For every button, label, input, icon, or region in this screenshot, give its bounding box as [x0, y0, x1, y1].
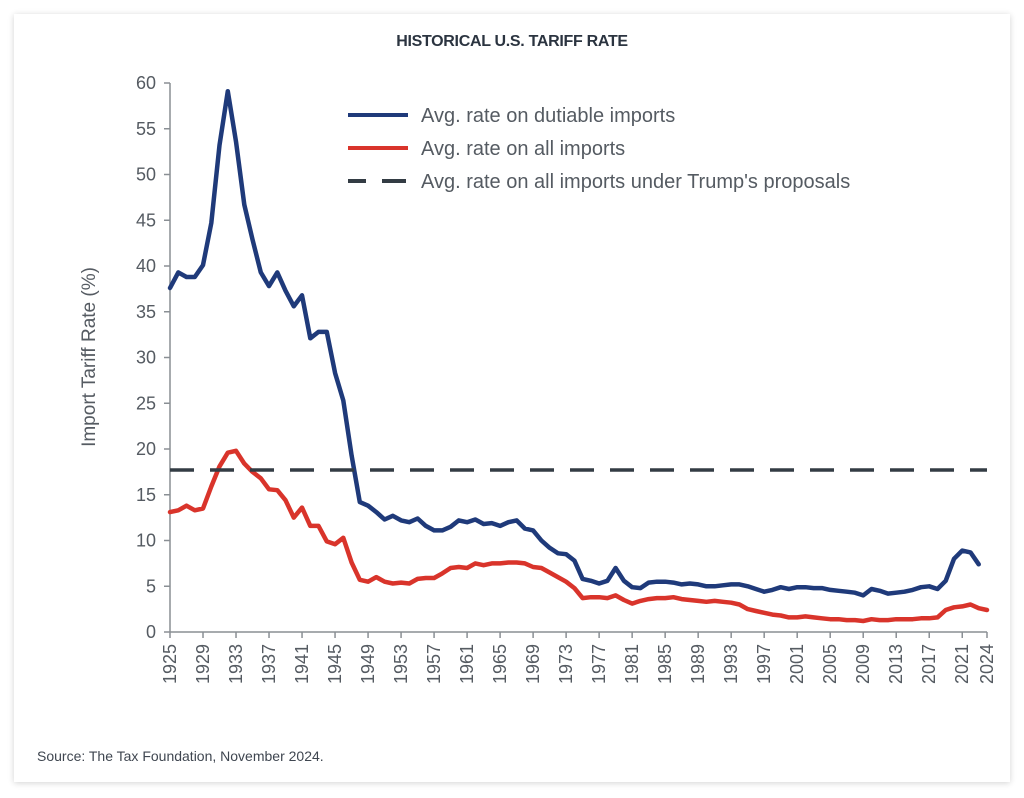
y-tick-label: 0 — [146, 622, 156, 642]
x-tick-label: 1929 — [193, 644, 213, 684]
series-layer — [167, 88, 990, 624]
x-tick-label: 1941 — [292, 644, 312, 684]
x-tick-label: 1945 — [325, 644, 345, 684]
x-tick-label: 1993 — [721, 644, 741, 684]
x-tick-label: 1953 — [391, 644, 411, 684]
y-tick-label: 45 — [136, 210, 156, 230]
x-tick-label: 1937 — [259, 644, 279, 684]
x-tick-label: 1933 — [226, 644, 246, 684]
y-tick-label: 5 — [146, 576, 156, 596]
legend-label-2: Avg. rate on all imports under Trump's p… — [421, 171, 850, 193]
x-tick-label: 2001 — [787, 644, 807, 684]
x-tick-label: 1985 — [655, 644, 675, 684]
y-axis-label: Import Tariff Rate (%) — [79, 267, 100, 447]
chart-card — [14, 14, 1010, 782]
y-tick-label: 10 — [136, 531, 156, 551]
y-tick-label: 30 — [136, 348, 156, 368]
x-tick-label: 1949 — [358, 644, 378, 684]
x-tick-label: 1981 — [622, 644, 642, 684]
legend: Avg. rate on dutiable imports Avg. rate o… — [348, 105, 850, 193]
y-tick-label: 15 — [136, 485, 156, 505]
x-tick-label: 1977 — [589, 644, 609, 684]
y-tick-label: 60 — [136, 73, 156, 93]
x-tick-label: 1989 — [688, 644, 708, 684]
y-tick-label: 25 — [136, 393, 156, 413]
x-tick-label: 2017 — [919, 644, 939, 684]
x-tick-label: 2021 — [952, 644, 972, 684]
x-tick-label: 1957 — [424, 644, 444, 684]
series-line-0 — [167, 88, 981, 598]
source-note: Source: The Tax Foundation, November 202… — [37, 748, 324, 764]
series-line-1 — [167, 448, 990, 624]
axes: 0 5 10 15 20 25 30 35 40 45 50 55 60 1925 1929 1933 1937… — [136, 73, 997, 684]
x-tick-label: 2005 — [820, 644, 840, 684]
y-tick-label: 55 — [136, 119, 156, 139]
x-tick-label: 1925 — [160, 644, 180, 684]
y-tick-label: 20 — [136, 439, 156, 459]
x-tick-label: 1969 — [523, 644, 543, 684]
x-tick-label: 1961 — [457, 644, 477, 684]
y-tick-label: 40 — [136, 256, 156, 276]
x-tick-label: 1965 — [490, 644, 510, 684]
x-tick-label: 1973 — [556, 644, 576, 684]
x-tick-label: 2024 — [977, 644, 997, 684]
chart-title: HISTORICAL U.S. TARIFF RATE — [396, 33, 628, 50]
x-tick-label: 1997 — [754, 644, 774, 684]
legend-label-0: Avg. rate on dutiable imports — [421, 105, 675, 127]
y-tick-label: 35 — [136, 302, 156, 322]
x-tick-label: 2013 — [886, 644, 906, 684]
y-tick-label: 50 — [136, 165, 156, 185]
legend-label-1: Avg. rate on all imports — [421, 138, 625, 160]
x-tick-label: 2009 — [853, 644, 873, 684]
